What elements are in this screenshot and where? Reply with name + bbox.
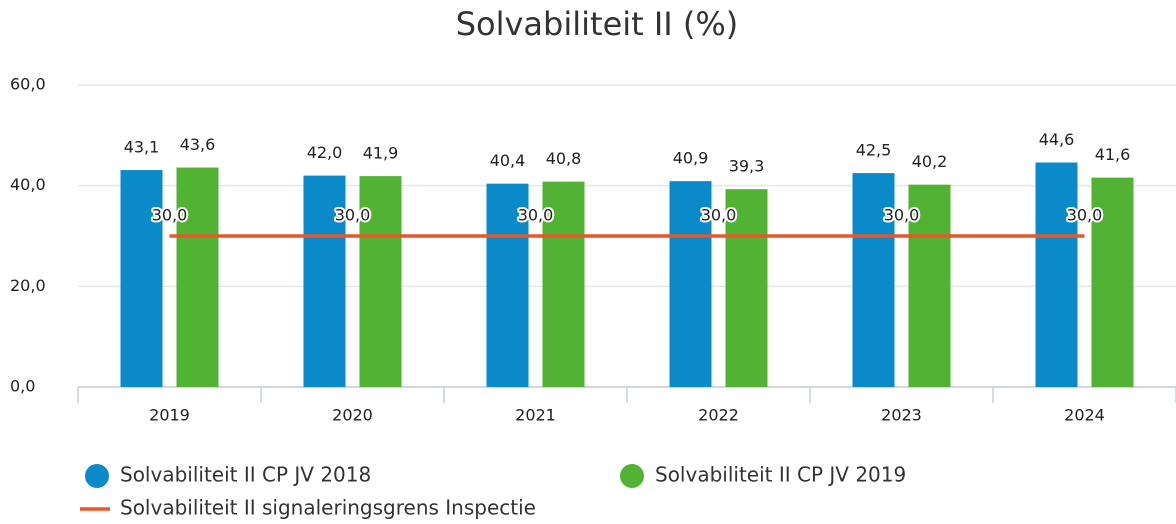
x-tick-label: 2021 <box>515 406 556 425</box>
value-label: 30,0 <box>335 206 371 225</box>
value-label: 44,6 <box>1039 130 1075 149</box>
value-label: 30,0 <box>884 206 920 225</box>
value-label: 40,2 <box>912 152 948 171</box>
value-label: 30,0 <box>1067 206 1103 225</box>
bar <box>303 175 346 387</box>
value-label: 42,0 <box>307 143 343 162</box>
y-tick-label: 20,0 <box>10 276 46 295</box>
value-label: 41,9 <box>363 144 399 163</box>
bar <box>852 173 895 387</box>
value-label: 30,0 <box>701 206 737 225</box>
value-label: 41,6 <box>1095 145 1131 164</box>
x-tick-label: 2022 <box>698 406 739 425</box>
bar <box>486 183 529 387</box>
value-label: 40,4 <box>490 151 526 170</box>
x-tick-label: 2019 <box>149 406 190 425</box>
x-tick-label: 2023 <box>881 406 922 425</box>
x-tick-label: 2020 <box>332 406 373 425</box>
bar <box>120 170 163 387</box>
bar <box>542 181 585 387</box>
value-label: 40,8 <box>546 149 582 168</box>
legend-label: Solvabiliteit II CP JV 2019 <box>655 463 906 487</box>
value-label: 30,0 <box>518 206 554 225</box>
value-label: 42,5 <box>856 141 892 160</box>
legend-label: Solvabiliteit II signaleringsgrens Inspe… <box>120 496 536 520</box>
legend-swatch <box>620 464 644 488</box>
chart-title: Solvabiliteit II (%) <box>456 5 739 43</box>
legend-label: Solvabiliteit II CP JV 2018 <box>120 463 371 487</box>
legend-swatch <box>85 464 109 488</box>
value-label: 30,0 <box>152 206 188 225</box>
value-label: 39,3 <box>729 157 765 176</box>
y-tick-label: 40,0 <box>10 175 46 194</box>
value-label: 43,6 <box>180 135 216 154</box>
bar <box>359 176 402 387</box>
bar <box>908 184 951 387</box>
bar <box>669 181 712 387</box>
bar <box>176 167 219 387</box>
value-label: 43,1 <box>124 138 160 157</box>
y-tick-label: 60,0 <box>10 75 46 94</box>
bar <box>725 189 768 387</box>
y-tick-label: 0,0 <box>10 377 35 396</box>
value-label: 40,9 <box>673 149 709 168</box>
x-tick-label: 2024 <box>1064 406 1105 425</box>
bar <box>1035 162 1078 387</box>
bar <box>1091 177 1134 387</box>
